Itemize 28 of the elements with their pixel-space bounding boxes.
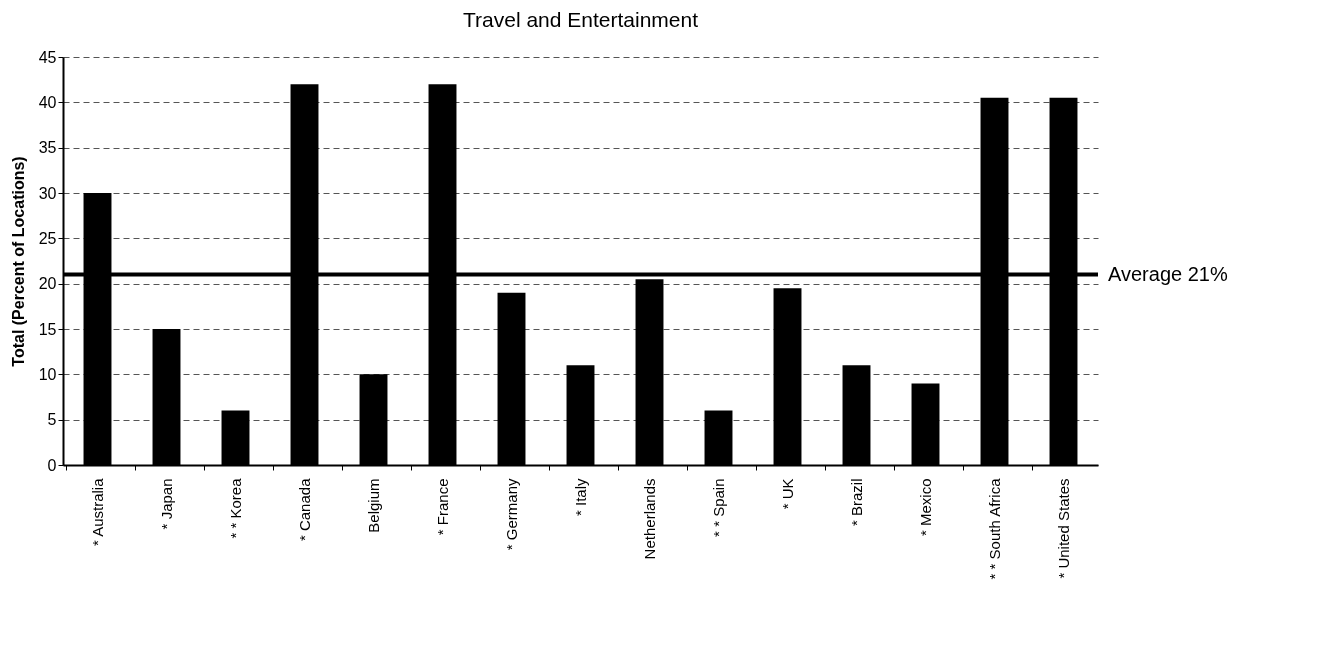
y-tick-label: 45 (38, 48, 57, 66)
y-tick-label: 5 (47, 411, 57, 429)
x-tick-label: * Germany (502, 478, 520, 551)
x-tick-label: * Australia (88, 477, 106, 547)
x-tick-label: * Brazil (847, 478, 865, 527)
x-tick-label: * * Spain (709, 478, 727, 537)
x-tick-label: * UK (778, 478, 796, 510)
y-tick-label: 35 (38, 139, 57, 157)
y-tick-label: 40 (38, 93, 57, 111)
y-tick-label: 25 (38, 229, 57, 247)
y-tick-label: 0 (47, 456, 57, 474)
x-tick-label: * Italy (571, 478, 589, 517)
y-axis-title: Total (Percent of Locations) (9, 156, 27, 367)
y-tick-label: 20 (38, 275, 57, 293)
x-tick-label: * United States (1054, 478, 1072, 579)
x-tick-label: * France (433, 478, 451, 536)
x-tick-label: Belgium (364, 478, 382, 533)
x-tick-label: * Mexico (916, 478, 934, 537)
x-tick-label: * Canada (295, 477, 313, 542)
x-tick-label: * Japan (157, 478, 175, 530)
x-tick-label: Netherlands (640, 478, 658, 560)
y-tick-label: 30 (38, 184, 57, 202)
x-tick-label: * * Korea (226, 477, 244, 539)
x-tick-label: * * South Africa (985, 477, 1003, 580)
y-tick-label: 10 (38, 365, 57, 383)
y-tick-label: 15 (38, 320, 57, 338)
chart-title: Travel and Entertainment (462, 8, 699, 31)
ref-line-label: Average 21% (1108, 262, 1228, 285)
